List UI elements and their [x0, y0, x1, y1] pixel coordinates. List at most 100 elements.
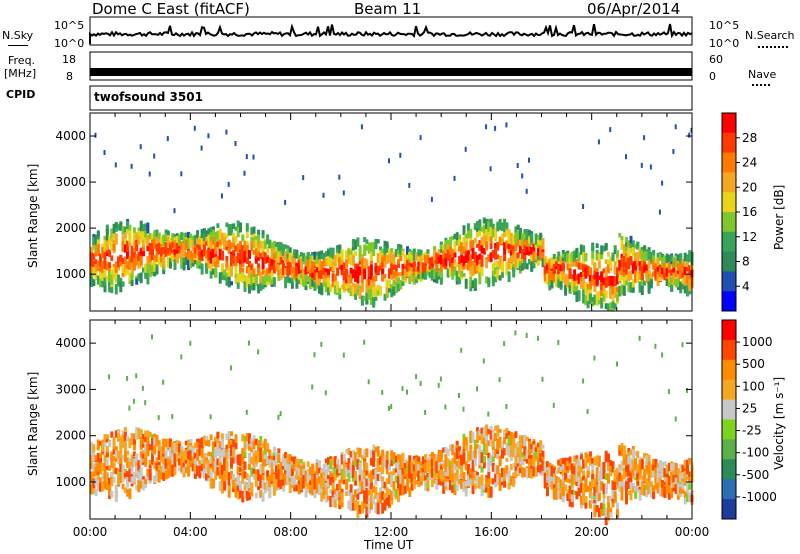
echo-cell — [372, 451, 375, 461]
echo-cell — [210, 414, 212, 419]
echo-cell — [311, 385, 313, 390]
echo-cell — [221, 251, 224, 260]
echo-cell — [128, 488, 131, 499]
echo-cell — [402, 386, 404, 391]
echo-cell — [584, 503, 587, 509]
echo-cell — [235, 141, 237, 146]
echo-cell — [282, 486, 285, 491]
echo-cell — [284, 200, 286, 205]
echo-cell — [533, 461, 536, 467]
echo-cell — [463, 273, 466, 277]
colorbar-tick-label: 20 — [742, 180, 757, 194]
echo-cell — [530, 234, 533, 244]
echo-cell — [228, 485, 231, 490]
echo-cell — [257, 230, 260, 235]
echo-cell — [189, 439, 192, 443]
echo-cell — [487, 277, 490, 287]
y-tick-label: 3000 — [55, 175, 86, 189]
echo-cell — [431, 197, 433, 202]
echo-cell — [458, 446, 461, 451]
echo-cell — [361, 283, 364, 289]
echo-cell — [589, 267, 592, 275]
echo-cell — [456, 485, 459, 492]
echo-cell — [377, 239, 380, 243]
echo-cell — [390, 404, 392, 409]
echo-cell — [323, 193, 325, 198]
echo-cell — [246, 154, 248, 159]
echo-cell — [225, 460, 228, 471]
echo-cell — [537, 336, 539, 341]
echo-cell — [124, 427, 127, 432]
echo-cell — [307, 461, 310, 467]
echo-cell — [325, 390, 327, 395]
echo-cell — [124, 441, 127, 453]
echo-cell — [115, 233, 118, 243]
echo-cell — [266, 443, 269, 449]
echo-cell — [490, 486, 493, 497]
echo-cell — [302, 175, 304, 180]
echo-cell — [654, 344, 656, 349]
echo-cell — [230, 266, 233, 277]
echo-cell — [343, 353, 345, 358]
echo-cell — [194, 126, 196, 131]
echo-cell — [149, 476, 152, 480]
echo-cell — [465, 242, 468, 251]
echo-cell — [368, 379, 370, 384]
echo-cell — [244, 171, 246, 176]
echo-cell — [350, 278, 353, 283]
echo-cell — [587, 466, 590, 471]
echo-cell — [503, 481, 506, 488]
echo-cell — [514, 431, 517, 438]
echo-cell — [614, 491, 617, 501]
echo-cell — [230, 281, 233, 285]
echo-cell — [501, 261, 504, 272]
echo-cell — [465, 279, 468, 289]
colorbar-tick-label: 8 — [742, 255, 750, 269]
echo-cell — [354, 251, 357, 256]
echo-cell — [521, 173, 523, 178]
echo-cell — [205, 436, 208, 440]
echo-cell — [514, 330, 516, 335]
echo-cell — [126, 376, 128, 381]
colorbar-tick-label: 4 — [742, 279, 750, 293]
echo-cell — [444, 482, 447, 487]
echo-cell — [589, 451, 592, 456]
echo-cell — [562, 263, 565, 271]
echo-cell — [162, 256, 165, 267]
echo-cell — [241, 234, 244, 240]
echo-cell — [320, 342, 322, 347]
echo-cell — [221, 193, 223, 198]
echo-cell — [634, 491, 637, 499]
colorbar-tick-label: 28 — [742, 131, 757, 145]
echo-cell — [465, 437, 468, 445]
echo-cell — [591, 245, 594, 252]
echo-cell — [268, 488, 271, 499]
echo-cell — [97, 230, 100, 237]
echo-cell — [314, 352, 316, 357]
echo-cell — [616, 362, 618, 367]
echo-cell — [277, 448, 280, 453]
echo-cell — [485, 124, 487, 129]
echo-cell — [246, 223, 249, 232]
echo-cell — [688, 133, 690, 138]
echo-cell — [505, 224, 508, 228]
colorbar-segment — [722, 291, 736, 311]
echo-cell — [169, 261, 172, 268]
colorbar-segment — [722, 252, 736, 272]
echo-cell — [244, 461, 247, 470]
echo-cell — [600, 254, 603, 259]
echo-cell — [106, 434, 109, 439]
echo-cell — [343, 454, 346, 461]
echo-cell — [210, 434, 213, 440]
echo-cell — [469, 445, 472, 450]
echo-cell — [444, 405, 446, 410]
echo-cell — [180, 354, 182, 359]
echo-cell — [171, 414, 173, 419]
echo-cell — [587, 409, 589, 414]
echo-cell — [250, 492, 253, 497]
colorbar-tick-label: 24 — [742, 156, 757, 170]
echo-cell — [363, 340, 365, 345]
echo-cell — [187, 466, 190, 477]
echo-cell — [417, 457, 420, 462]
echo-cell — [221, 439, 224, 448]
